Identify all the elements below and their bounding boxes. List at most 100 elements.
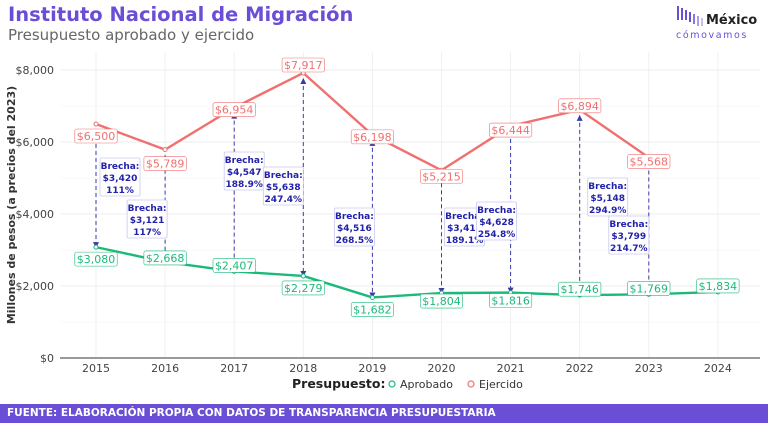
legend-marker-icon — [467, 380, 475, 388]
gap-label: Brecha: $3,411 189.1% — [444, 207, 485, 247]
bars-logo-icon — [677, 6, 703, 26]
aprobado-data-label: $1,834 — [696, 278, 740, 294]
gap-label: Brecha: $4,516 268.5% — [333, 207, 375, 247]
ejercido-data-label-box — [627, 154, 671, 169]
gap-label: Brecha: $3,799 214.7% — [608, 215, 650, 255]
ejercido-data-label: $6,444 — [489, 122, 533, 138]
legend-marker-icon — [388, 380, 396, 388]
gap-label-amount: $4,628 — [479, 218, 514, 228]
ejercido-data-label-text: $5,789 — [146, 158, 185, 171]
gap-label-pct: 214.7% — [610, 244, 648, 254]
ejercido-data-label: $5,789 — [143, 156, 187, 171]
gap-label-title: Brecha: — [588, 182, 627, 192]
ejercido-data-label: $5,568 — [627, 154, 671, 169]
aprobado-point — [369, 294, 375, 300]
gap-label-pct: 117% — [133, 228, 161, 238]
ejercido-data-label-text: $5,215 — [422, 170, 461, 183]
aprobado-data-label: $2,668 — [143, 250, 187, 266]
ejercido-point — [93, 121, 99, 127]
aprobado-data-label: $1,769 — [627, 281, 671, 296]
ejercido-data-label-box — [281, 57, 325, 73]
ejercido-data-label-text: $7,917 — [284, 59, 323, 72]
x-tick-label: 2024 — [704, 362, 732, 375]
aprobado-data-label: $1,682 — [350, 302, 394, 317]
aprobado-data-label-box — [558, 281, 602, 297]
gap-label: Brecha: $4,628 254.8% — [476, 201, 518, 241]
x-tick-label: 2022 — [566, 362, 594, 375]
x-tick-label: 2018 — [289, 362, 317, 375]
gap-label-box — [587, 177, 629, 217]
gap-label: Brecha: $5,638 247.4% — [262, 166, 304, 206]
aprobado-data-label-box — [627, 281, 671, 296]
y-tick-label: $6,000 — [16, 136, 55, 149]
logo-wordmark: México — [706, 13, 758, 28]
gap-label-title: Brecha: — [445, 212, 484, 222]
aprobado-data-label: $2,407 — [212, 258, 256, 273]
legend-label: Ejercido — [479, 378, 523, 391]
aprobado-data-label-box — [696, 278, 740, 294]
aprobado-data-label: $3,080 — [74, 251, 118, 267]
gap-label-pct: 188.9% — [225, 180, 263, 190]
ejercido-data-label-text: $6,444 — [491, 124, 530, 137]
budget-line-chart: $0 $2,000 $4,000 $6,000 $8,000 2015 2016 2017 20… — [5, 52, 760, 391]
gap-label-amount: $3,121 — [130, 216, 165, 226]
aprobado-data-label-text: $1,816 — [491, 295, 530, 308]
y-tick-label: $0 — [40, 352, 54, 365]
x-tick-label: 2016 — [151, 362, 179, 375]
ejercido-data-label-box — [143, 156, 187, 171]
gap-label-amount: $3,420 — [103, 174, 138, 184]
legend: Presupuesto: Aprobado Ejercido — [292, 376, 523, 391]
x-tick-label: 2019 — [358, 362, 386, 375]
gap-label-title: Brecha: — [335, 212, 374, 222]
source-footer: FUENTE: ELABORACIÓN PROPIA CON DATOS DE … — [0, 404, 768, 423]
legend-title: Presupuesto: — [292, 376, 385, 391]
aprobado-line — [95, 245, 718, 299]
gap-label-title: Brecha: — [101, 162, 140, 172]
gap-label-amount: $5,148 — [590, 194, 625, 204]
legend-label: Aprobado — [400, 378, 453, 391]
aprobado-data-label-text: $3,080 — [77, 253, 116, 266]
aprobado-data-label: $1,746 — [558, 281, 602, 297]
aprobado-data-label-box — [281, 280, 325, 296]
aprobado-data-label-text: $1,746 — [560, 283, 599, 296]
gap-label-amount: $3,799 — [611, 232, 646, 242]
gap-label-pct: 268.5% — [336, 236, 374, 246]
legend-item-aprobado: Aprobado — [388, 378, 453, 391]
gap-label-title: Brecha: — [477, 206, 516, 216]
gap-label-title: Brecha: — [609, 220, 648, 230]
aprobado-data-label-text: $1,769 — [630, 282, 669, 295]
x-tick-label: 2015 — [82, 362, 110, 375]
data-labels: $6,500 $5,789 $6,954 $7,917 $6,198 $5,215 $6,4… — [74, 57, 740, 317]
gap-label-box — [608, 215, 650, 255]
ejercido-data-label-box — [419, 168, 463, 184]
gap-label-box — [476, 201, 518, 241]
ejercido-data-label: $6,198 — [350, 129, 394, 145]
page-subtitle: Presupuesto aprobado y ejercido — [8, 26, 255, 44]
gap-label: Brecha: $5,148 294.9% — [587, 177, 629, 217]
aprobado-data-label: $2,279 — [281, 280, 325, 296]
legend-item-ejercido: Ejercido — [467, 378, 523, 391]
y-tick-label: $4,000 — [16, 208, 55, 221]
mexico-como-vamos-logo: México cómovamos — [676, 2, 766, 44]
gap-label: Brecha: $4,547 188.9% — [223, 151, 265, 191]
aprobado-data-label-box — [419, 293, 463, 309]
logo-tagline: cómovamos — [676, 30, 748, 41]
aprobado-data-label: $1,816 — [489, 293, 533, 308]
gap-label-amount: $3,411 — [447, 224, 482, 234]
x-tick-label: 2023 — [635, 362, 663, 375]
gap-label-pct: 294.9% — [589, 206, 627, 216]
aprobado-data-label-box — [212, 258, 256, 273]
aprobado-data-label-box — [143, 250, 187, 266]
ejercido-data-label: $7,917 — [281, 57, 325, 73]
aprobado-data-label-box — [350, 302, 394, 317]
gap-label-box — [126, 199, 168, 239]
aprobado-data-label-text: $1,804 — [422, 295, 461, 308]
ejercido-point — [162, 147, 168, 153]
aprobado-data-label-text: $1,682 — [353, 303, 392, 316]
gap-label-pct: 189.1% — [446, 236, 484, 246]
y-tick-label: $2,000 — [16, 280, 55, 293]
y-tick-label: $8,000 — [16, 64, 55, 77]
gap-label-title: Brecha: — [128, 204, 167, 214]
aprobado-data-label-text: $2,279 — [284, 282, 323, 295]
gap-label-title: Brecha: — [264, 171, 303, 181]
